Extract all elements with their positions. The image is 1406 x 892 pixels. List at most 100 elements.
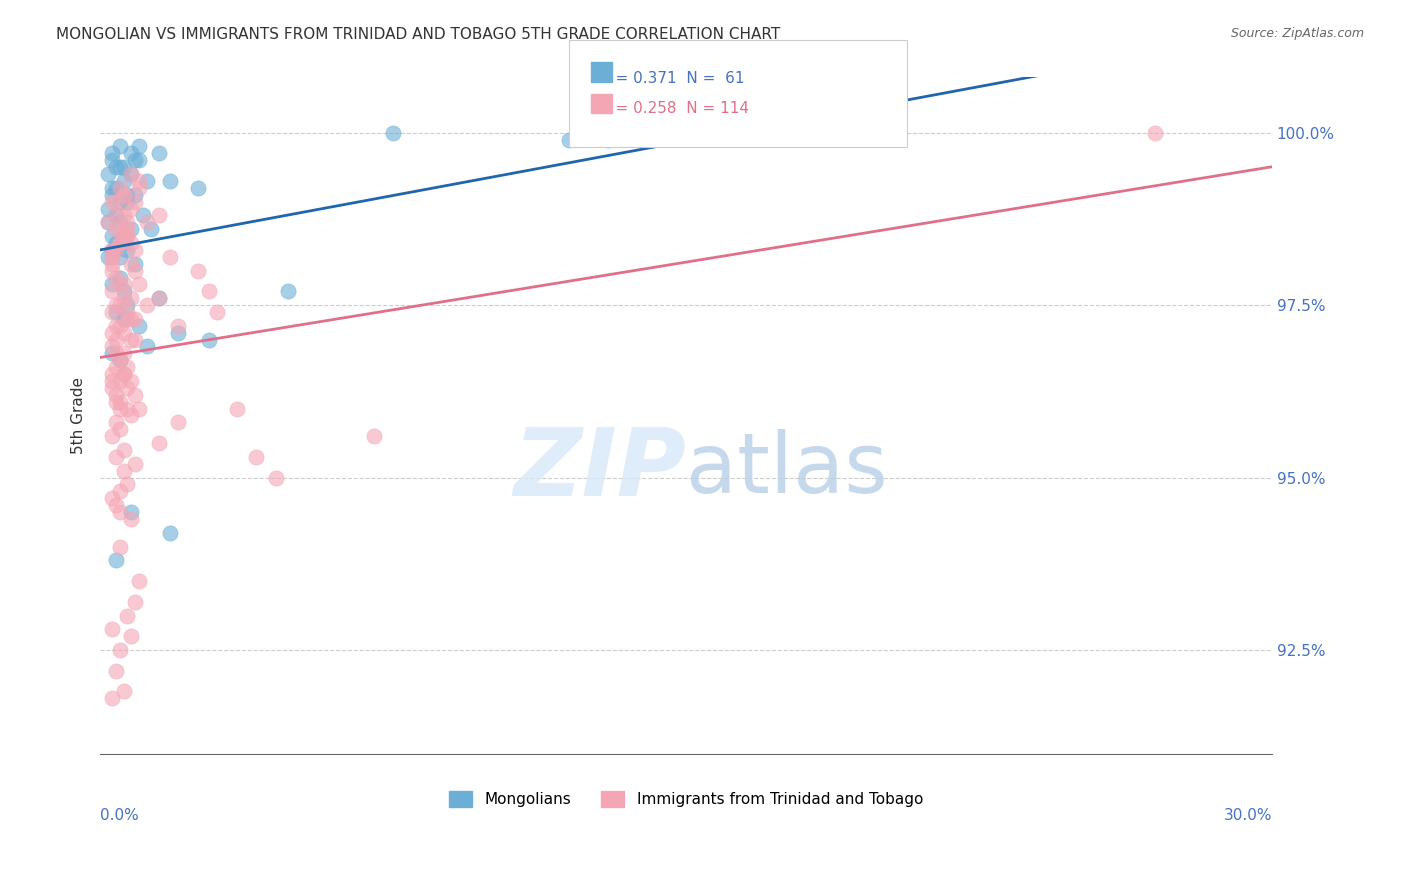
Point (108, 235, 131, 250)
Point (108, 318, 131, 333)
Point (112, 160, 135, 174)
Point (108, 422, 131, 436)
Point (108, 484, 131, 499)
Point (101, 146, 124, 161)
Point (101, 229, 124, 244)
Point (120, 512, 142, 526)
Point (112, 346, 135, 360)
Point (124, 263, 146, 277)
Point (277, 285, 299, 299)
Point (104, 209, 127, 223)
Point (120, 167, 142, 181)
Point (128, 174, 150, 188)
Point (104, 243, 127, 257)
Point (104, 318, 127, 333)
Point (117, 243, 139, 257)
Point (198, 333, 221, 347)
Point (101, 374, 124, 388)
Point (104, 346, 127, 360)
Point (112, 312, 135, 326)
Point (117, 381, 139, 395)
Point (112, 235, 135, 250)
Point (104, 298, 127, 312)
Point (108, 139, 131, 153)
Point (101, 277, 124, 292)
Point (112, 442, 135, 457)
Point (558, 132, 581, 146)
Point (108, 181, 131, 195)
Point (112, 684, 135, 698)
Point (112, 367, 135, 381)
Point (136, 215, 159, 229)
Point (101, 491, 124, 506)
Point (104, 450, 127, 464)
Point (148, 209, 170, 223)
Point (101, 346, 124, 360)
Point (104, 194, 127, 209)
Point (108, 505, 131, 519)
Point (104, 498, 127, 512)
Point (136, 339, 159, 353)
Point (101, 263, 124, 277)
Text: atlas: atlas (686, 429, 887, 510)
Point (124, 187, 146, 202)
Point (117, 312, 139, 326)
Point (101, 305, 124, 319)
Point (120, 167, 142, 181)
Legend: Mongolians, Immigrants from Trinidad and Tobago: Mongolians, Immigrants from Trinidad and… (443, 785, 929, 814)
Point (124, 257, 146, 271)
Point (112, 229, 135, 244)
Point (159, 174, 181, 188)
Point (97, 202, 120, 216)
Point (124, 153, 146, 168)
Point (112, 367, 135, 381)
Point (108, 394, 131, 409)
Point (124, 333, 146, 347)
Point (120, 409, 142, 423)
Point (117, 194, 139, 209)
Point (108, 160, 131, 174)
Text: MONGOLIAN VS IMMIGRANTS FROM TRINIDAD AND TOBAGO 5TH GRADE CORRELATION CHART: MONGOLIAN VS IMMIGRANTS FROM TRINIDAD AN… (56, 27, 780, 42)
Point (363, 429, 385, 443)
Point (207, 305, 229, 319)
Point (120, 222, 142, 236)
Point (117, 305, 139, 319)
Point (117, 298, 139, 312)
Point (124, 388, 146, 402)
Point (104, 333, 127, 347)
Point (120, 257, 142, 271)
Point (117, 222, 139, 236)
Point (117, 187, 139, 202)
Point (104, 664, 127, 678)
Point (104, 160, 127, 174)
Point (104, 209, 127, 223)
Point (108, 401, 131, 416)
Point (104, 181, 127, 195)
Point (112, 464, 135, 478)
Point (112, 291, 135, 305)
Point (264, 470, 287, 484)
Point (112, 326, 135, 340)
Point (124, 312, 146, 326)
Point (117, 608, 139, 623)
Point (159, 525, 181, 540)
Point (120, 629, 142, 643)
Point (97, 250, 120, 264)
Point (104, 305, 127, 319)
Point (187, 181, 209, 195)
Point (101, 187, 124, 202)
Point (128, 401, 150, 416)
Point (120, 505, 142, 519)
Point (101, 326, 124, 340)
Point (128, 153, 150, 168)
Point (108, 194, 131, 209)
Point (136, 298, 159, 312)
Point (112, 277, 135, 292)
Point (101, 339, 124, 353)
Point (101, 243, 124, 257)
Point (104, 235, 127, 250)
Point (108, 277, 131, 292)
Point (101, 623, 124, 637)
Point (187, 263, 209, 277)
Point (120, 291, 142, 305)
